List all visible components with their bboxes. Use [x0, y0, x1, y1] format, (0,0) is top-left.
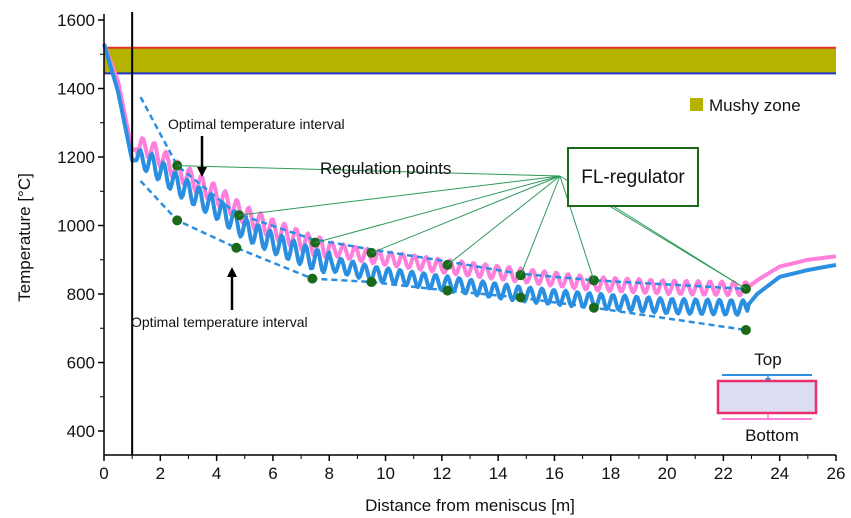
y-tick-label-1200: 1200 [57, 148, 95, 167]
regulation-leader-line-7 [559, 175, 595, 281]
optimal-interval-bottom-label: Optimal temperature interval [131, 314, 308, 330]
x-tick-label-12: 12 [432, 464, 451, 483]
regulation-leader-line-3 [315, 175, 561, 244]
x-tick-label-20: 20 [658, 464, 677, 483]
fl-regulator-box [567, 147, 699, 207]
x-tick-label-22: 22 [714, 464, 733, 483]
regulation-leader-line-6 [520, 175, 561, 276]
regulation-leader-line-5 [447, 175, 561, 266]
x-tick-label-2: 2 [156, 464, 165, 483]
x-tick-label-16: 16 [545, 464, 564, 483]
regulation-point-9 [172, 215, 183, 226]
x-tick-label-18: 18 [601, 464, 620, 483]
y-tick-label-400: 400 [67, 422, 95, 441]
x-tick-label-10: 10 [376, 464, 395, 483]
x-tick-label-26: 26 [827, 464, 846, 483]
inset-top-label: Top [754, 350, 781, 369]
x-tick-label-24: 24 [770, 464, 789, 483]
y-tick-label-800: 800 [67, 285, 95, 304]
regulation-points-label: Regulation points [320, 159, 451, 178]
regulation-point-10 [231, 242, 242, 253]
x-tick-label-14: 14 [489, 464, 508, 483]
x-axis-label: Distance from meniscus [m] [365, 496, 575, 515]
regulation-point-16 [740, 324, 751, 335]
regulation-point-11 [307, 273, 318, 284]
y-tick-label-1400: 1400 [57, 80, 95, 99]
mushy-zone-legend-swatch [690, 98, 703, 111]
y-axis-label: Temperature [°C] [15, 173, 34, 302]
annotations: Mushy zone Optimal temperature interval Op… [131, 96, 818, 445]
optimal-interval-top-label: Optimal temperature interval [168, 116, 345, 132]
axes: 0 2 4 6 8 10 12 14 16 18 20 22 24 2640060080010001200… [15, 11, 845, 515]
mushy-zone-band [104, 47, 836, 74]
x-tick-label-0: 0 [99, 464, 108, 483]
inset-cross-section [716, 379, 818, 415]
regulation-leader-line-2 [239, 175, 561, 216]
mushy-zone-legend-label: Mushy zone [709, 96, 801, 115]
fl-regulator-label: FL-regulator [581, 167, 685, 188]
regulation-point-14 [515, 292, 526, 303]
x-tick-label-4: 4 [212, 464, 221, 483]
regulation-point-15 [588, 302, 599, 313]
regulator-leader-line-end [612, 205, 747, 290]
regulation-leader-line-1 [177, 165, 561, 177]
x-tick-label-8: 8 [324, 464, 333, 483]
regulation-point-13 [442, 285, 453, 296]
y-tick-label-1600: 1600 [57, 11, 95, 30]
regulation-leader-line-4 [371, 175, 561, 254]
y-tick-label-600: 600 [67, 354, 95, 373]
regulation-point-12 [366, 277, 377, 288]
series-line-pink [102, 43, 837, 298]
inset-bottom-label: Bottom [745, 426, 799, 445]
y-tick-label-1000: 1000 [57, 217, 95, 236]
plot-area [102, 12, 837, 455]
series-line-blue [102, 43, 837, 317]
x-tick-label-6: 6 [268, 464, 277, 483]
